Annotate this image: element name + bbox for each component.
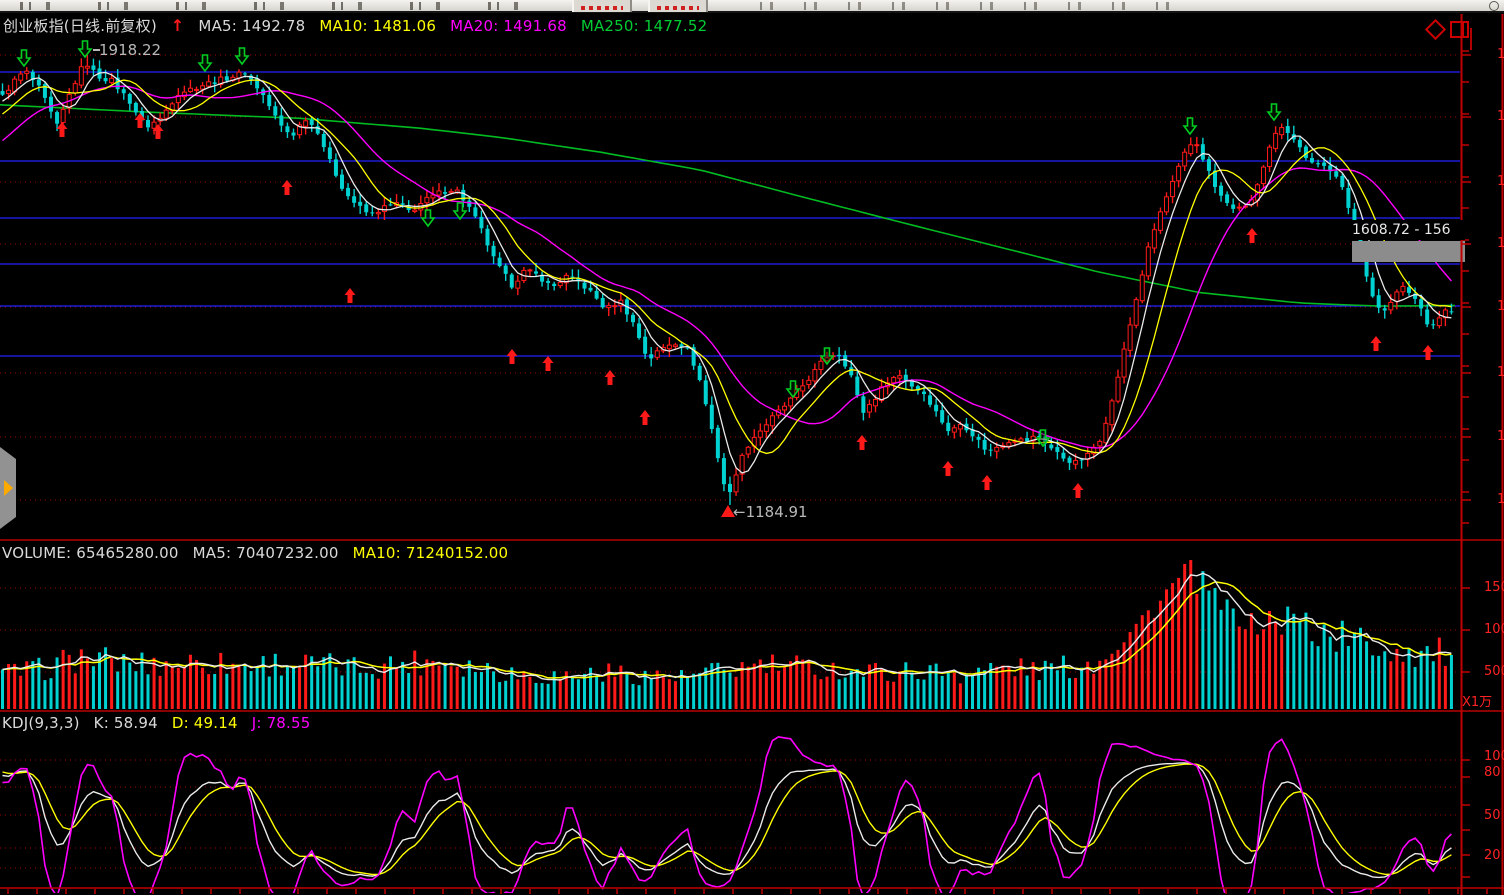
candlesticks	[0, 55, 1454, 505]
ma250-line	[0, 104, 1456, 307]
kdj-lines	[2, 735, 1452, 893]
search-icon[interactable]	[1489, 1, 1499, 11]
kdj-axis-label: 20	[1484, 848, 1501, 863]
ma20-readout: MA20: 1491.68	[450, 17, 567, 35]
menu-button-red-2[interactable]	[648, 0, 708, 12]
side-panel-handle[interactable]	[0, 447, 16, 529]
price-range-tooltip: 1608.72 - 156	[1352, 220, 1465, 240]
annotation-graphics	[93, 49, 735, 517]
menu-items-clipped	[20, 2, 550, 10]
volume-ma10-readout: MA10: 71240152.00	[352, 544, 509, 562]
price-axis-label: 1	[1497, 47, 1504, 62]
low-price-annotation: ←1184.91	[733, 503, 808, 521]
menu-items-clipped-right	[760, 2, 1180, 10]
volume-ma-lines	[2, 572, 1452, 681]
kdj-j-readout: J: 78.55	[251, 714, 311, 732]
red-text-clipped	[581, 6, 623, 10]
split-divider	[1462, 23, 1464, 36]
price-axis-label: 1	[1497, 429, 1504, 444]
axes-and-ticks	[0, 14, 1504, 895]
up-arrow-icon: ↑	[170, 16, 185, 35]
volume-axis-label: 10000	[1484, 622, 1504, 637]
kdj-axis-label: 100	[1484, 749, 1504, 764]
chart-header: 创业板指(日线.前复权) ↑ MA5: 1492.78 MA10: 1481.0…	[3, 15, 716, 36]
kdj-name: KDJ(9,3,3)	[2, 714, 80, 732]
instrument-title: 创业板指(日线.前复权)	[3, 17, 157, 35]
volume-bars	[1, 560, 1453, 709]
kdj-axis-label: 80	[1484, 765, 1501, 780]
ma-lines	[2, 71, 1452, 474]
signal-arrows	[16, 40, 1434, 498]
high-price-annotation: 1918.22	[99, 41, 162, 59]
volume-header: VOLUME: 65465280.00 MA5: 70407232.00 MA1…	[2, 544, 517, 562]
kdj-axis-label: 50	[1484, 808, 1501, 823]
price-axis-label: 1	[1497, 174, 1504, 189]
ma250-readout: MA250: 1477.52	[580, 17, 708, 35]
red-text-clipped	[657, 6, 699, 10]
price-axis-label: 1	[1497, 365, 1504, 380]
kdj-k-readout: K: 58.94	[93, 714, 158, 732]
kdj-header: KDJ(9,3,3) K: 58.94 D: 49.14 J: 78.55	[2, 714, 320, 732]
expand-arrow-icon	[4, 480, 13, 496]
volume-axis-label: 5000	[1484, 664, 1504, 679]
gridlines	[0, 54, 1460, 869]
price-axis-label: 1	[1497, 236, 1504, 251]
price-axis-label: 1	[1497, 299, 1504, 314]
menu-bar[interactable]	[0, 0, 1504, 13]
kdj-d-readout: D: 49.14	[171, 714, 238, 732]
split-window-icon[interactable]	[1450, 21, 1469, 38]
menu-button-red-1[interactable]	[572, 0, 632, 12]
ma10-readout: MA10: 1481.06	[319, 17, 437, 35]
ma5-readout: MA5: 1492.78	[198, 17, 306, 35]
top-right-divider	[1470, 28, 1472, 50]
selection-band	[1352, 241, 1465, 262]
volume-readout: VOLUME: 65465280.00	[2, 544, 179, 562]
volume-axis-label: 15000	[1484, 580, 1504, 595]
price-axis-label: 1	[1497, 109, 1504, 124]
volume-unit-label: X1万	[1462, 695, 1493, 710]
volume-ma5-readout: MA5: 70407232.00	[192, 544, 339, 562]
price-axis-label: 1	[1497, 492, 1504, 507]
